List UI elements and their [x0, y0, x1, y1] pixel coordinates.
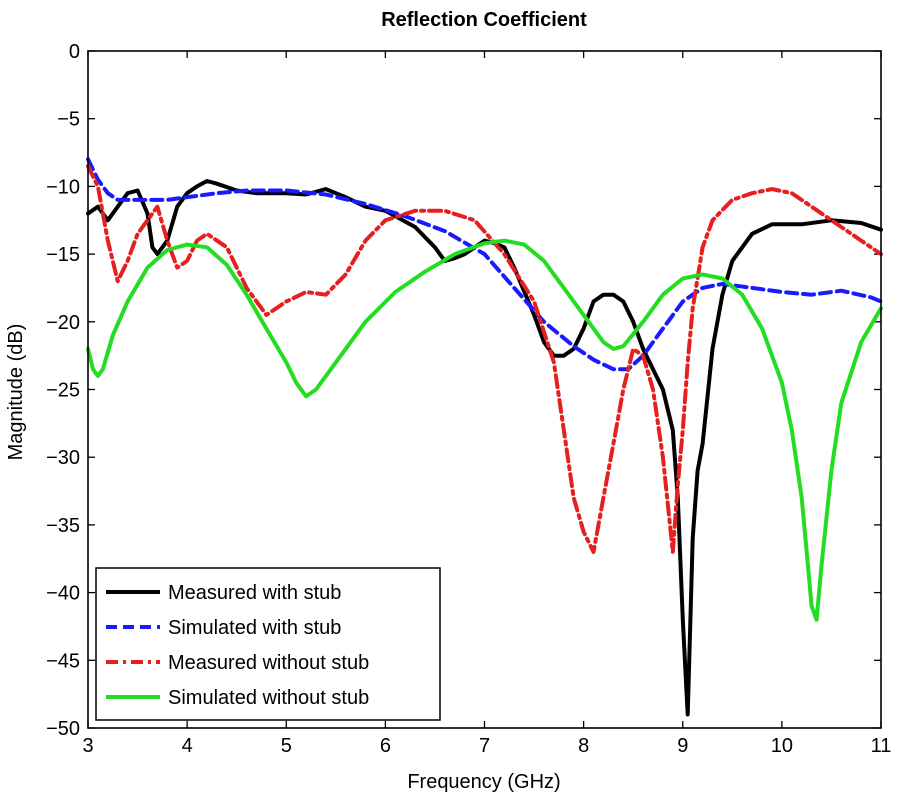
x-tick-label: 8 — [578, 735, 589, 757]
y-axis-label: Magnitude (dB) — [5, 324, 27, 461]
x-tick-label: 9 — [677, 735, 688, 757]
y-tick-label: −30 — [46, 447, 80, 469]
chart-title: Reflection Coefficient — [381, 9, 587, 31]
y-tick-label: −50 — [46, 718, 80, 740]
series-line-simulated-with-stub — [86, 157, 883, 372]
x-tick-label: 10 — [771, 735, 793, 757]
legend: Measured with stub Simulated with stub Mea… — [95, 567, 441, 721]
legend-label: Measured without stub — [168, 652, 369, 674]
y-tick-label: −40 — [46, 583, 80, 605]
y-tick-label: −20 — [46, 312, 80, 334]
y-tick-label: −5 — [57, 109, 80, 131]
y-tick-label: −15 — [46, 244, 80, 266]
legend-label: Simulated with stub — [168, 617, 341, 639]
series-line-measured-with-stub — [86, 179, 883, 717]
series-line-simulated-without-stub — [86, 238, 883, 622]
x-tick-label: 7 — [479, 735, 490, 757]
y-tick-label: −25 — [46, 380, 80, 402]
y-tick-label: −35 — [46, 515, 80, 537]
axis-ticks: 3 4 5 6 7 8 9 10 11 0 −5 −10 −15 −20 −25 −30 −35 −40 −45 −5… — [46, 41, 891, 757]
x-tick-label: 5 — [281, 735, 292, 757]
x-tick-label: 11 — [871, 735, 892, 757]
x-tick-label: 6 — [380, 735, 391, 757]
data-series — [86, 157, 883, 717]
series-line-measured-without-stub — [86, 164, 883, 554]
y-tick-label: −45 — [46, 650, 80, 672]
x-tick-label: 4 — [182, 735, 193, 757]
y-tick-label: 0 — [69, 41, 80, 63]
legend-label: Simulated without stub — [168, 687, 369, 709]
y-tick-label: −10 — [46, 176, 80, 198]
legend-label: Measured with stub — [168, 582, 341, 604]
x-tick-label: 3 — [82, 735, 93, 757]
x-axis-label: Frequency (GHz) — [407, 771, 560, 793]
plot-area-frame — [87, 50, 882, 729]
